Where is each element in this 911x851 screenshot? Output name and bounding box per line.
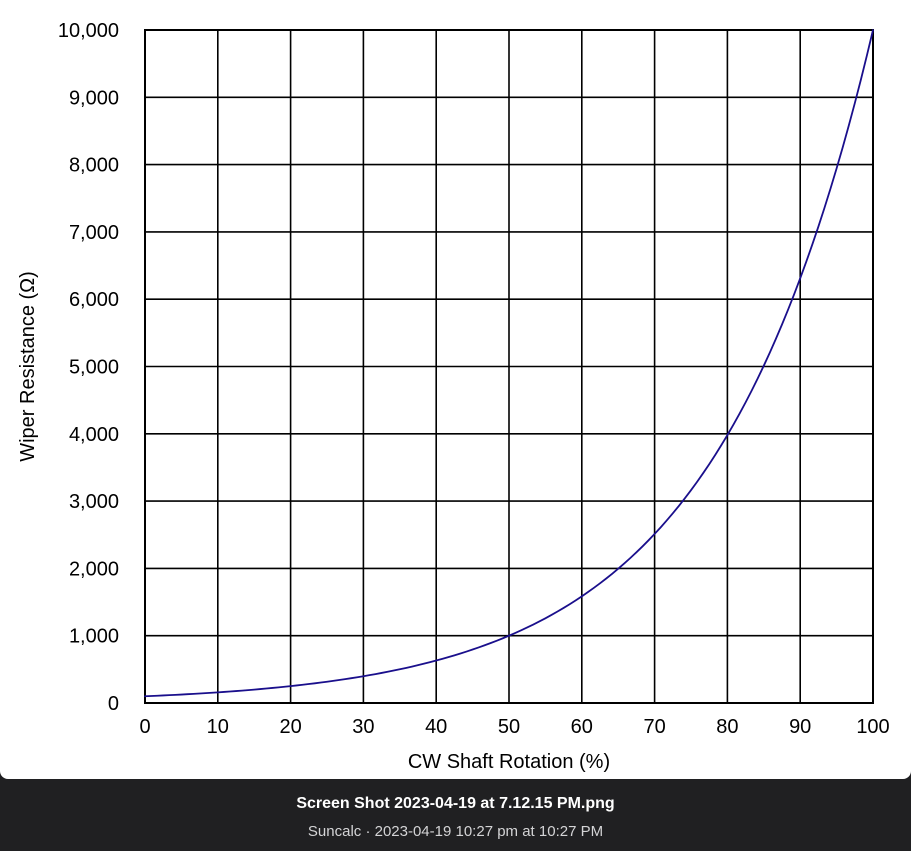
x-tick-label: 30: [352, 716, 374, 738]
data-point: [653, 533, 656, 535]
y-tick-label: 1,000: [69, 626, 119, 648]
y-tick-label: 6,000: [69, 289, 119, 311]
data-point: [799, 277, 802, 280]
y-tick-label: 5,000: [69, 357, 119, 379]
y-tick-label: 7,000: [69, 222, 119, 244]
y-tick-label: 4,000: [69, 424, 119, 446]
chart-card: 0 10 20 30 40 50 60 70 80 90 100 0 1,000 2,000 3,000 4,…: [0, 0, 911, 779]
data-point: [508, 634, 510, 637]
x-tick-label: 50: [498, 716, 520, 738]
x-tick-label: 40: [425, 716, 447, 738]
data-point: [289, 685, 292, 688]
data-point: [144, 695, 146, 698]
data-point: [435, 659, 438, 662]
x-tick-label: 60: [571, 716, 593, 738]
x-tick-label: 80: [716, 716, 738, 738]
resistance-chart: 0 10 20 30 40 50 60 70 80 90 100 0 1,000 2,000 3,000 4,…: [17, 20, 890, 773]
file-details: Suncalc · 2023-04-19 10:27 pm at 10:27 P…: [307, 823, 604, 840]
x-tick-label: 90: [789, 716, 811, 738]
y-tick-label: 9,000: [69, 87, 119, 109]
data-point: [726, 434, 729, 436]
y-tick-label: 2,000: [69, 558, 119, 580]
y-axis-label: Wiper Resistance (Ω): [17, 271, 39, 462]
plot-frame: [144, 29, 874, 704]
y-tick-label: 10,000: [58, 20, 119, 42]
x-axis-label: CW Shaft Rotation (%): [408, 751, 610, 773]
y-tick-label: 3,000: [69, 491, 119, 513]
x-tick-label: 20: [279, 716, 301, 738]
caption-bar: [0, 779, 911, 851]
x-tick-label: 10: [207, 716, 229, 738]
data-point: [872, 29, 874, 31]
file-name: Screen Shot 2023-04-19 at 7.12.15 PM.png: [296, 795, 615, 812]
x-tick-label: 70: [643, 716, 665, 738]
y-tick-label: 0: [108, 693, 119, 715]
data-point: [216, 691, 219, 694]
y-tick-label: 8,000: [69, 155, 119, 177]
x-tick-label: 0: [139, 716, 150, 738]
x-tick-label: 100: [856, 716, 889, 738]
data-point: [362, 675, 365, 678]
data-point: [580, 595, 583, 598]
